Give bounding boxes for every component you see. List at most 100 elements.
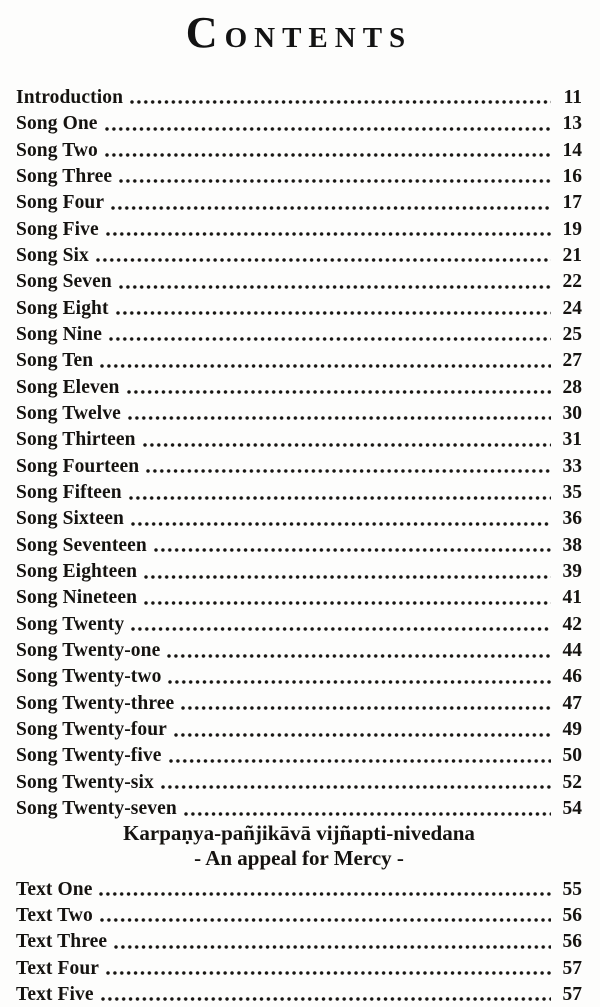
toc-entry: Song Twenty-one 44 xyxy=(16,635,582,661)
toc-entry: Song Fifteen 35 xyxy=(16,477,582,503)
toc-entry-label: Song Eighteen xyxy=(16,561,138,583)
toc-entry: Song Ten 27 xyxy=(16,345,582,371)
dot-leader xyxy=(99,918,551,923)
toc-entry-label: Song Twenty-seven xyxy=(16,798,177,820)
toc-entry: Song Twelve 30 xyxy=(16,398,582,424)
toc-entry-label: Song Twenty xyxy=(16,613,125,635)
toc-entry-label: Song Seven xyxy=(16,271,112,293)
toc-entry: Song Thirteen 31 xyxy=(16,424,582,450)
section-heading-sanskrit: Karpaṇya-pañjikāvā vijñapti-nivedana xyxy=(123,820,475,845)
toc-entry-label: Song Five xyxy=(16,218,99,240)
dot-leader xyxy=(99,891,551,896)
dot-leader xyxy=(131,627,551,632)
toc-entry-label: Song Six xyxy=(16,244,89,266)
toc-entry-page: 44 xyxy=(562,640,583,662)
toc-entry: Song Five 19 xyxy=(16,214,582,240)
toc-entry-label: Text Four xyxy=(16,957,100,979)
toc-entry: Song Twenty-six 52 xyxy=(16,767,582,793)
toc-entry: Song Six 21 xyxy=(16,240,582,266)
dot-leader xyxy=(173,732,551,737)
toc-entry-page: 57 xyxy=(562,983,583,1005)
toc-entry: Song Eight 24 xyxy=(16,293,582,319)
dot-leader xyxy=(144,600,551,605)
toc-entry-label: Song Twelve xyxy=(16,403,121,424)
toc-entry-label: Text Two xyxy=(16,904,93,926)
toc-entry-page: 22 xyxy=(562,271,583,293)
dot-leader xyxy=(104,153,551,158)
dot-leader xyxy=(167,653,551,658)
toc-entry-page: 39 xyxy=(562,561,583,583)
dot-leader xyxy=(104,126,551,131)
toc-entry-page: 17 xyxy=(562,192,583,214)
dot-leader xyxy=(105,232,551,237)
toc-entry-page: 30 xyxy=(562,403,583,424)
toc-entry: Song Nine 25 xyxy=(16,319,582,345)
toc-entry-page: 36 xyxy=(562,508,583,530)
dot-leader xyxy=(142,442,551,447)
toc-entry-page: 11 xyxy=(563,86,582,108)
dot-leader xyxy=(130,100,551,105)
toc-entry-label: Song Twenty-four xyxy=(16,719,167,741)
toc-entry-page: 24 xyxy=(562,297,583,319)
toc-entry: Song Eighteen 39 xyxy=(16,556,582,582)
dot-leader xyxy=(100,997,551,1002)
toc-entry-page: 55 xyxy=(562,878,583,900)
toc-entry: Text Five 57 xyxy=(16,979,582,1005)
toc-entry-page: 47 xyxy=(562,692,583,714)
toc-entry-page: 25 xyxy=(562,323,583,345)
toc-entry-label: Song Seventeen xyxy=(16,534,147,556)
toc-entry-label: Song Four xyxy=(16,192,105,214)
toc-entry-page: 57 xyxy=(562,957,583,979)
toc-entry-label: Song Twenty-three xyxy=(16,692,175,714)
dot-leader xyxy=(153,548,551,553)
toc-entry-page: 38 xyxy=(562,534,583,556)
dot-leader xyxy=(127,416,551,421)
dot-leader xyxy=(106,971,551,975)
dot-leader xyxy=(95,258,551,263)
dot-leader xyxy=(126,390,551,395)
toc-entry-page: 54 xyxy=(562,798,583,820)
toc-entry-label: Text One xyxy=(16,878,93,900)
toc-entry: Song Twenty-four 49 xyxy=(16,714,582,740)
toc-entry-page: 13 xyxy=(562,113,583,135)
toc-entry-label: Song Ten xyxy=(16,350,94,372)
dot-leader xyxy=(119,179,551,184)
toc-entry: Song One 13 xyxy=(16,108,582,134)
toc-entry-label: Song Sixteen xyxy=(16,508,124,530)
dot-leader xyxy=(115,311,551,316)
dot-leader xyxy=(181,706,551,711)
toc-entry-page: 21 xyxy=(562,244,583,266)
toc-entry-page: 56 xyxy=(562,904,583,926)
toc-entry-page: 27 xyxy=(562,350,583,372)
toc-entry-label: Song Fifteen xyxy=(16,482,122,504)
toc-entry-label: Song Eleven xyxy=(16,376,120,398)
dot-leader xyxy=(144,574,551,579)
dot-leader xyxy=(100,363,551,368)
toc-entry: Song Fourteen 33 xyxy=(16,451,582,477)
dot-leader xyxy=(183,811,551,816)
toc-entry: Text Three 56 xyxy=(16,926,582,952)
toc-text-list: Text One 55 Text Two 56 Text Three 56 Te… xyxy=(16,874,582,1006)
section-heading-translation: - An appeal for Mercy - xyxy=(194,846,404,871)
dot-leader xyxy=(111,205,551,210)
dot-leader xyxy=(168,758,551,763)
dot-leader xyxy=(114,944,551,949)
toc-entry-page: 35 xyxy=(562,482,583,504)
toc-entry: Song Two 14 xyxy=(16,135,582,161)
dot-leader xyxy=(118,284,551,289)
dot-leader xyxy=(160,785,551,790)
toc-entry-page: 41 xyxy=(562,587,583,609)
dot-leader xyxy=(146,469,551,474)
toc-entry: Song Sixteen 36 xyxy=(16,504,582,530)
toc-entry: Song Twenty-five 50 xyxy=(16,741,582,767)
toc-entry-label: Song Twenty-two xyxy=(16,666,162,688)
toc-entry: Song Four 17 xyxy=(16,187,582,213)
toc-entry: Introduction 11 xyxy=(16,82,582,108)
toc-entry-page: 33 xyxy=(562,455,583,477)
toc-entry-label: Song Thirteen xyxy=(16,429,136,451)
toc-entry-label: Song Nineteen xyxy=(16,587,138,609)
toc-entry: Song Eleven 28 xyxy=(16,372,582,398)
toc-entry: Song Nineteen 41 xyxy=(16,583,582,609)
toc-entry: Song Twenty-three 47 xyxy=(16,688,582,714)
